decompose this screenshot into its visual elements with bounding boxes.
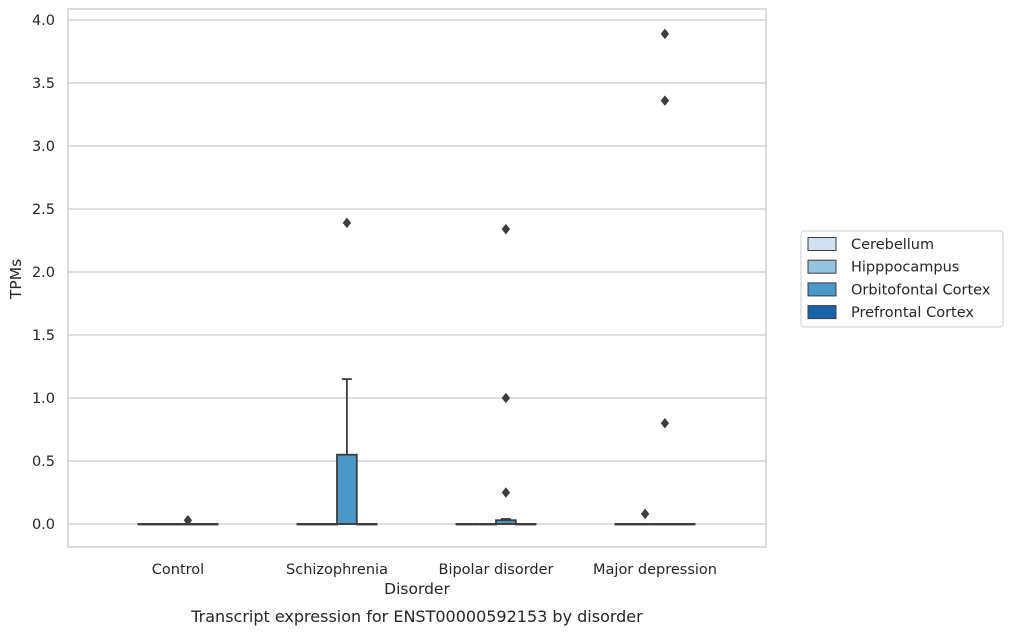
x-tick-label: Bipolar disorder (439, 562, 554, 578)
y-tick-label: 3.5 (32, 76, 55, 92)
y-tick-label: 2.0 (32, 265, 55, 281)
box-group (475, 523, 497, 526)
box-group (196, 523, 219, 526)
legend-swatch (807, 237, 837, 251)
legend-label: Cerebellum (851, 237, 934, 253)
y-tick-label: 3.0 (32, 139, 55, 155)
box-group (316, 523, 338, 526)
box-group (495, 518, 517, 525)
y-tick-label: 0.5 (32, 454, 55, 470)
outlier-point (501, 487, 511, 498)
y-axis-ticks: 0.0 0.5 1.0 1.5 2.0 2.5 3.0 3.5 4.0 (32, 13, 55, 533)
box-group (157, 523, 179, 526)
legend-label: Orbitofontal Cortex (851, 282, 991, 298)
legend-swatch (807, 282, 837, 297)
y-tick-label: 2.5 (32, 202, 55, 218)
box-group (296, 523, 319, 526)
y-tick-label: 4.0 (32, 13, 55, 29)
legend-label: Hipppocampus (851, 260, 959, 276)
box-group (455, 523, 478, 526)
legend-swatch (807, 305, 837, 320)
chart-caption: Transcript expression for ENST0000059215… (190, 607, 643, 626)
outlier-point (640, 508, 650, 520)
y-tick-label: 1.0 (32, 391, 55, 407)
box-body (336, 453, 358, 525)
legend-label: Prefrontal Cortex (851, 305, 974, 321)
x-axis-label: Disorder (384, 580, 450, 598)
legend-swatch (807, 259, 837, 274)
outlier-point (183, 514, 193, 526)
x-axis-ticks: Control Schizophrenia Bipolar disorder Majo… (152, 562, 717, 578)
box-group (634, 523, 656, 526)
x-tick-label: Major depression (593, 562, 717, 578)
x-tick-label: Schizophrenia (286, 562, 388, 578)
outlier-point (501, 392, 511, 404)
legend-frame (800, 230, 1004, 328)
box-group (614, 523, 637, 526)
box-group (355, 523, 378, 526)
legend-items: Cerebellum Hipppocampus Orbitofontal Corte… (807, 237, 991, 321)
boxes (137, 378, 696, 526)
legend: Cerebellum Hipppocampus Orbitofontal Corte… (800, 230, 1004, 328)
box-group (673, 523, 696, 526)
outlier-point (660, 417, 670, 429)
outliers (183, 28, 670, 526)
grid (68, 19, 766, 525)
outlier-point (660, 28, 670, 40)
box-group (654, 523, 676, 526)
x-tick-label: Control (152, 562, 204, 578)
box-group (336, 378, 358, 525)
y-tick-label: 0.0 (32, 517, 55, 533)
plot-frame (67, 8, 767, 548)
outlier-point (501, 223, 511, 235)
y-tick-label: 1.5 (32, 328, 55, 344)
box-group (514, 523, 537, 526)
y-axis-label: TPMs (7, 259, 25, 300)
outlier-point (342, 217, 352, 229)
outlier-point (660, 95, 670, 106)
box-group (137, 523, 160, 526)
